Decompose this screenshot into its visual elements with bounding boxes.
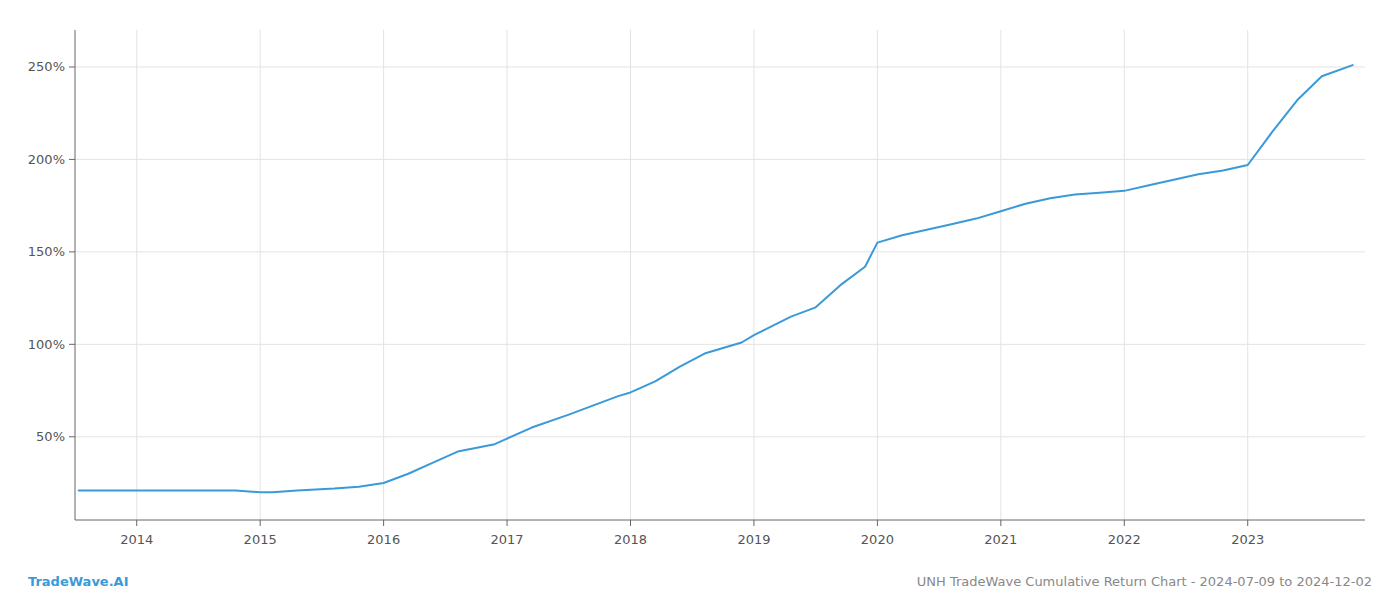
grid-line-y <box>75 344 1365 345</box>
grid-line-x <box>877 30 878 520</box>
grid-line-x <box>1124 30 1125 520</box>
tick-label-x: 2019 <box>737 532 770 547</box>
tick-label-x: 2017 <box>491 532 524 547</box>
data-line <box>79 65 1353 492</box>
grid-line-x <box>1000 30 1001 520</box>
tick-label-x: 2015 <box>244 532 277 547</box>
grid-line-x <box>507 30 508 520</box>
axes: 2014 2015 2016 2017 2018 2019 2020 2021 2022 2023… <box>28 30 1365 547</box>
footer-right: UNH TradeWave Cumulative Return Chart - … <box>917 574 1372 589</box>
grid-line-y <box>75 159 1365 160</box>
plot-area <box>79 65 1353 492</box>
tick-x <box>1124 520 1125 526</box>
tick-x <box>136 520 137 526</box>
tick-label-y: 50% <box>36 429 65 444</box>
tick-x <box>260 520 261 526</box>
tick-label-y: 100% <box>28 337 65 352</box>
chart-container: 2014 2015 2016 2017 2018 2019 2020 2021 2022 2023… <box>0 0 1400 600</box>
tick-label-x: 2020 <box>861 532 894 547</box>
grid <box>75 30 1365 520</box>
tick-label-x: 2018 <box>614 532 647 547</box>
tick-y <box>69 66 75 67</box>
grid-line-x <box>753 30 754 520</box>
tick-x <box>1000 520 1001 526</box>
tick-x <box>630 520 631 526</box>
grid-line-y <box>75 66 1365 67</box>
grid-line-x <box>260 30 261 520</box>
tick-label-x: 2022 <box>1108 532 1141 547</box>
tick-y <box>69 159 75 160</box>
tick-label-x: 2016 <box>367 532 400 547</box>
chart: 2014 2015 2016 2017 2018 2019 2020 2021 2022 2023… <box>0 0 1400 600</box>
tick-label-x: 2023 <box>1231 532 1264 547</box>
tick-label-y: 250% <box>28 59 65 74</box>
tick-label-x: 2014 <box>120 532 153 547</box>
tick-label-y: 200% <box>28 152 65 167</box>
tick-x <box>877 520 878 526</box>
tick-y <box>69 436 75 437</box>
tick-x <box>507 520 508 526</box>
axis-line-x <box>75 520 1365 521</box>
background <box>0 0 1400 600</box>
tick-x <box>383 520 384 526</box>
grid-line-x <box>383 30 384 520</box>
grid-line-x <box>630 30 631 520</box>
grid-line-y <box>75 251 1365 252</box>
axis-line-y <box>75 30 76 520</box>
grid-line-x <box>1247 30 1248 520</box>
tick-y <box>69 344 75 345</box>
tick-y <box>69 251 75 252</box>
tick-x <box>753 520 754 526</box>
tick-x <box>1247 520 1248 526</box>
footer-left: TradeWave.AI <box>28 574 129 589</box>
grid-line-y <box>75 436 1365 437</box>
tick-label-x: 2021 <box>984 532 1017 547</box>
tick-label-y: 150% <box>28 244 65 259</box>
grid-line-x <box>136 30 137 520</box>
